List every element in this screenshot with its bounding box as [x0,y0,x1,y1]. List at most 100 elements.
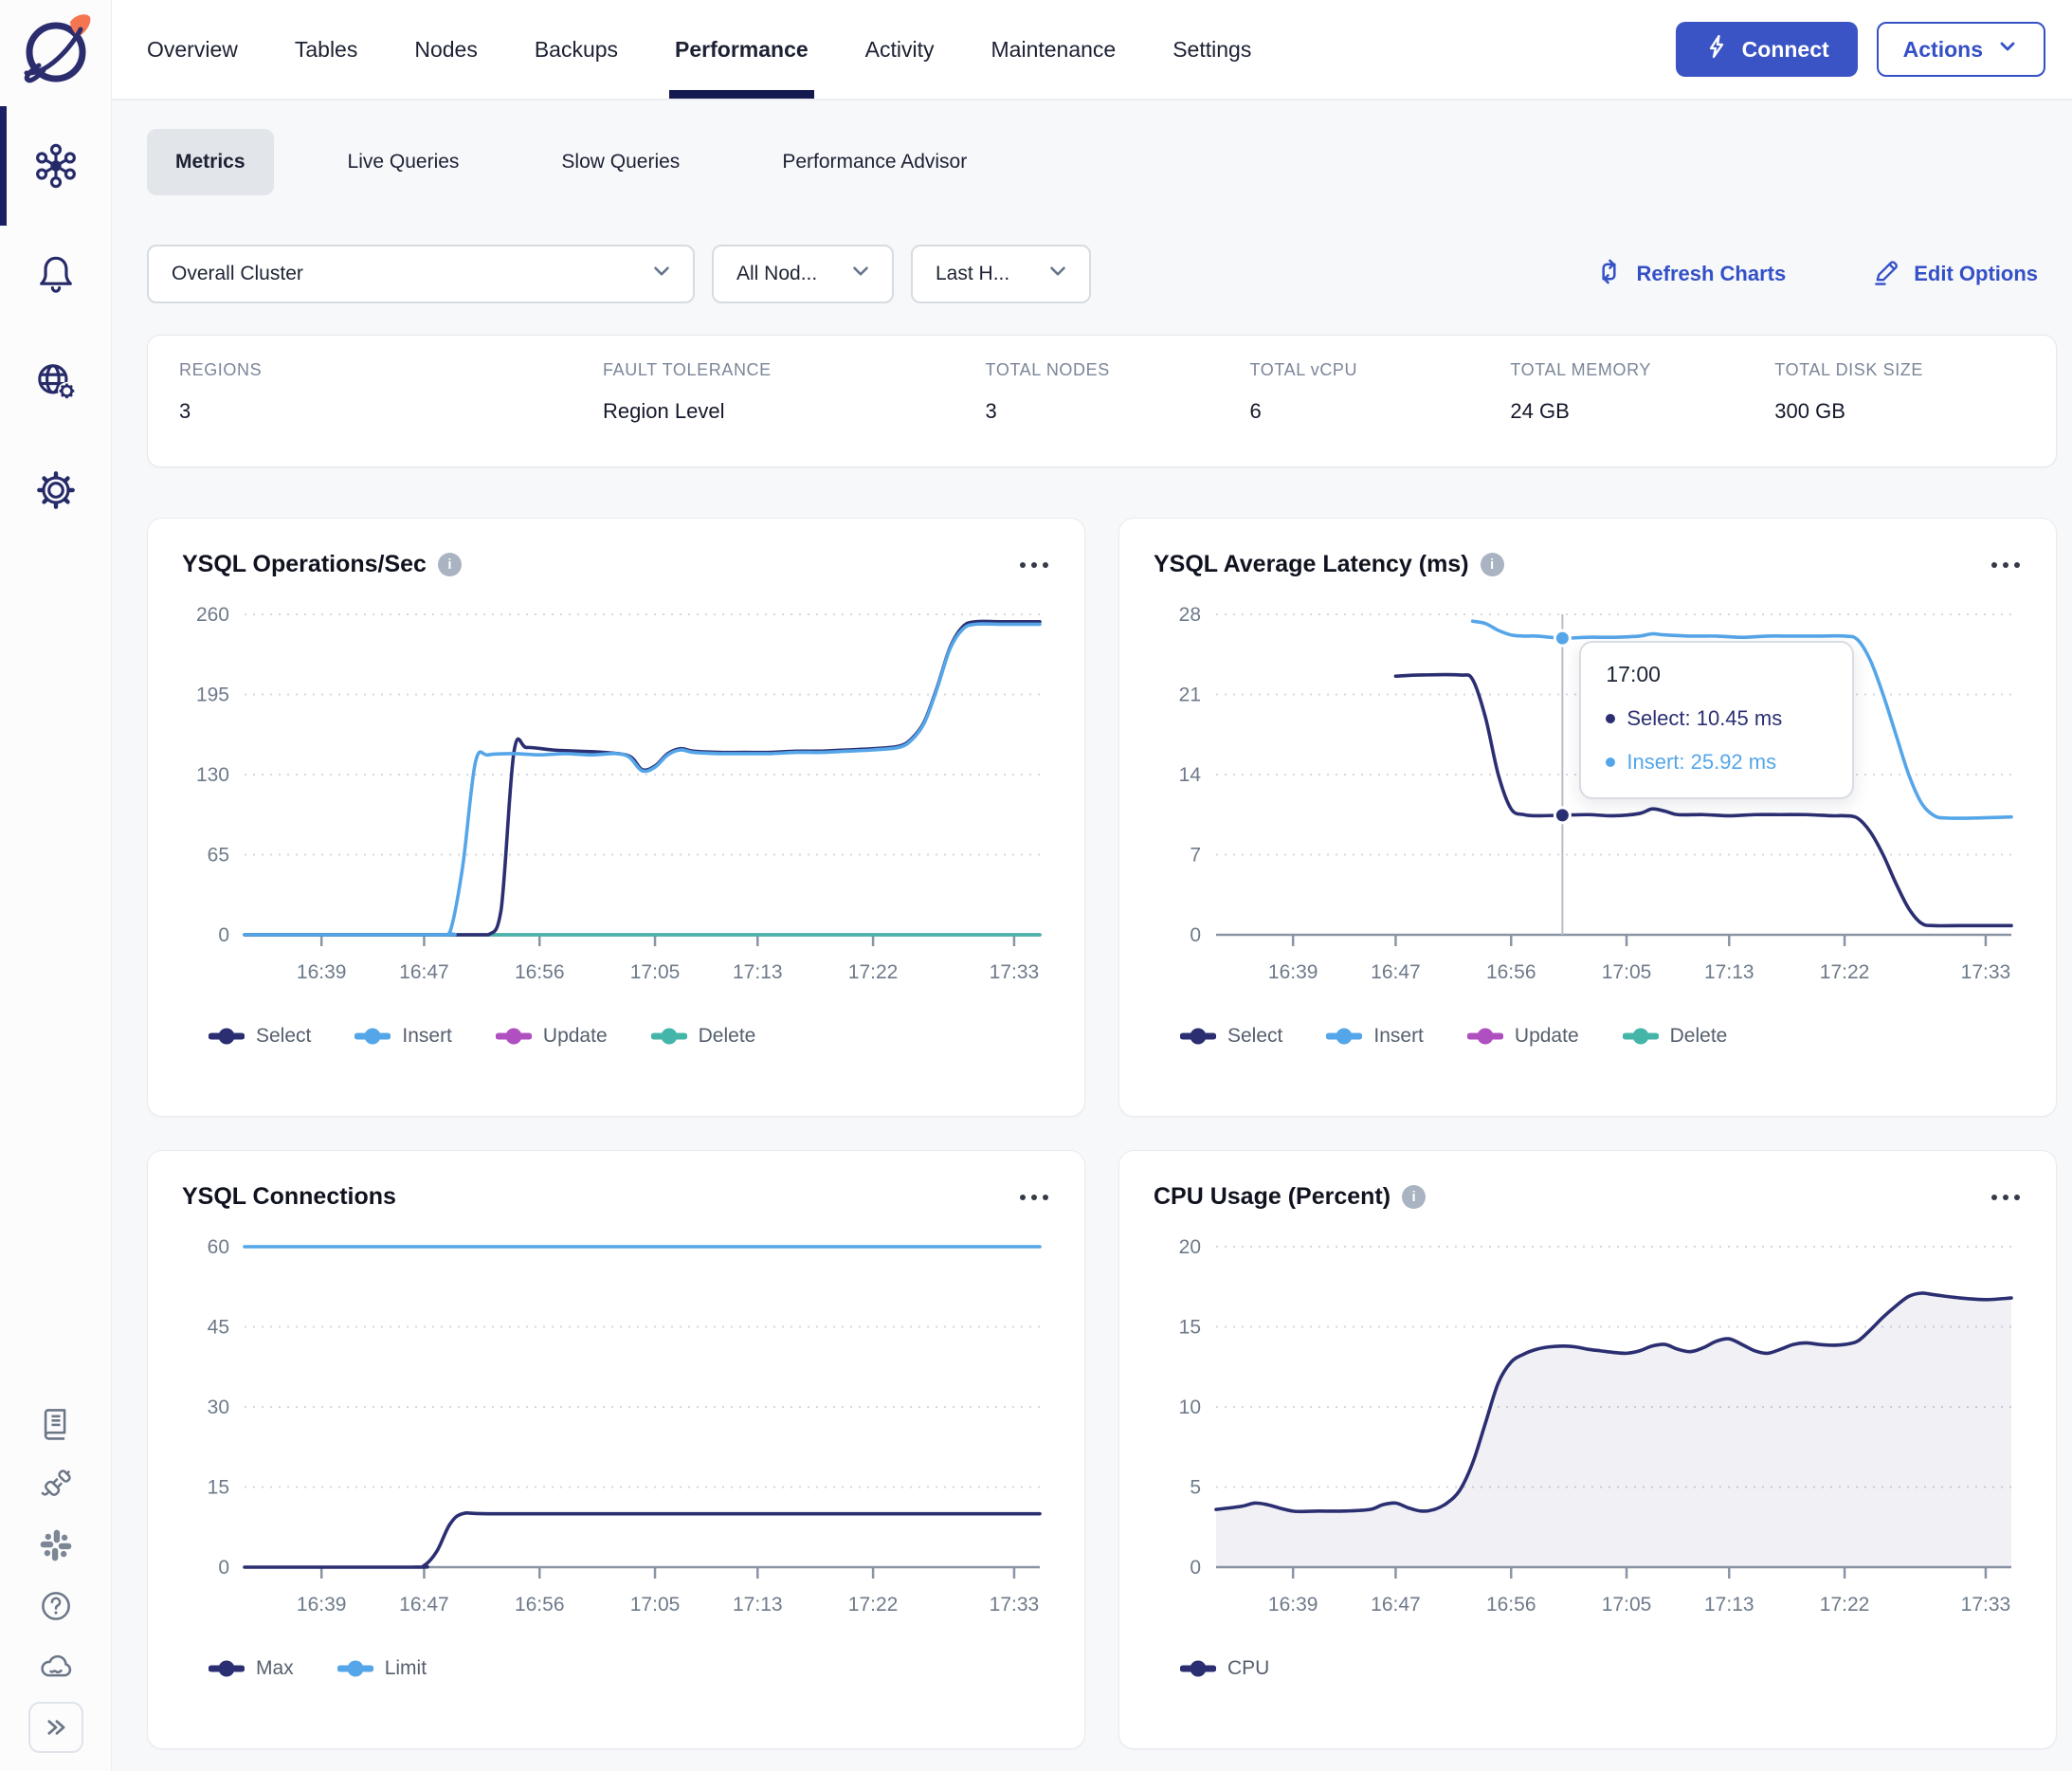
slack-icon [37,1526,75,1564]
legend-label: Insert [1373,1025,1424,1047]
legend-label: Select [1227,1025,1283,1047]
tooltip-row: Insert: 25.92 ms [1606,750,1827,775]
tab-performance[interactable]: Performance [669,0,814,99]
chart-header: YSQL Average Latency (ms) i [1154,551,2022,578]
svg-text:17:13: 17:13 [733,961,783,983]
refresh-charts-link[interactable]: Refresh Charts [1594,257,1786,292]
legend-item-max[interactable]: Max [209,1657,294,1680]
tab-maintenance[interactable]: Maintenance [991,36,1117,62]
legend-item-update[interactable]: Update [495,1025,608,1048]
svg-text:20: 20 [1179,1236,1201,1258]
tooltip-value: Insert: 25.92 ms [1627,750,1777,774]
actions-button[interactable]: Actions [1876,22,2045,77]
svg-text:10: 10 [1179,1397,1201,1418]
sidebar-item-globe-gear[interactable] [0,328,111,436]
info-icon[interactable]: i [1480,553,1504,576]
stat-value: Region Level [603,399,725,423]
time-range-select[interactable]: Last H... [911,245,1091,303]
tooltip-time: 17:00 [1606,662,1661,686]
legend-marker-icon [495,1028,532,1045]
legend-label: Update [1514,1025,1579,1047]
sidebar-item-book[interactable] [0,1394,111,1454]
chart-menu-button[interactable] [1018,1187,1050,1208]
main-area: Overview Tables Nodes Backups Performance Act… [112,0,2072,1749]
expand-box [27,1702,83,1753]
subtab-metrics[interactable]: Metrics [147,129,274,195]
sidebar-item-bell[interactable] [0,220,111,328]
cluster-select[interactable]: Overall Cluster [147,245,695,303]
tab-nodes[interactable]: Nodes [414,36,478,62]
chart-canvas: 0 5 10 15 20 16:39 16:47 16:56 17:05 17:13 17:22 17… [1179,1236,2013,1616]
sidebar-item-slack[interactable] [0,1515,111,1576]
info-icon[interactable]: i [1402,1185,1427,1209]
chart-menu-button[interactable] [1018,555,1050,575]
tab-overview[interactable]: Overview [147,36,238,62]
legend-item-limit[interactable]: Limit [336,1657,427,1680]
edit-options-link[interactable]: Edit Options [1871,257,2038,292]
sidebar-item-expand[interactable] [0,1697,111,1758]
stat-label: TOTAL NODES [985,360,1110,379]
legend-label: Insert [402,1025,452,1047]
svg-text:195: 195 [196,685,229,706]
legend-marker-icon [1326,1028,1363,1045]
subtab-slow-queries[interactable]: Slow Queries [561,151,681,173]
chart-card-cpu-usage-percent: CPU Usage (Percent) i 0 5 10 15 20 16:39 16:47 16… [1118,1150,2057,1749]
chart-title: CPU Usage (Percent) [1154,1183,1391,1210]
legend-item-update[interactable]: Update [1466,1025,1579,1048]
chart-menu-button[interactable] [1990,1187,2022,1208]
chart-canvas: 0 15 30 45 60 16:39 16:47 16:56 17:05 17:13 17:22 1… [208,1236,1042,1616]
subtab-live-queries[interactable]: Live Queries [347,151,460,173]
svg-text:60: 60 [208,1236,229,1258]
legend-marker-icon [1466,1028,1503,1045]
yugabyte-logo-icon[interactable] [14,8,98,91]
chart-plot: 0 5 10 15 20 16:39 16:47 16:56 17:05 17:13 17:22 17… [1154,1233,2022,1648]
sidebar-item-cloud[interactable] [0,1636,111,1697]
chart-header: YSQL Connections [182,1183,1050,1211]
chart-plot: 0 65 130 195 260 16:39 16:47 16:56 17:05 17:13 17:… [182,601,1050,1015]
legend-item-delete[interactable]: Delete [650,1025,755,1048]
stat-fault-tolerance: FAULT TOLERANCE Region Level [603,360,986,466]
tab-settings[interactable]: Settings [1172,36,1252,62]
svg-text:17:22: 17:22 [1820,1594,1870,1616]
svg-text:16:47: 16:47 [1371,961,1421,983]
legend-item-insert[interactable]: Insert [1326,1025,1424,1048]
stat-value: 24 GB [1510,399,1570,423]
legend-item-delete[interactable]: Delete [1622,1025,1728,1048]
sidebar-item-help[interactable] [0,1576,111,1636]
svg-text:17:05: 17:05 [1602,961,1652,983]
stat-label: TOTAL DISK SIZE [1774,360,1923,379]
cluster-select-value: Overall Cluster [172,263,303,284]
nodes-select[interactable]: All Nod... [712,245,894,303]
connect-label: Connect [1741,36,1829,62]
tab-activity[interactable]: Activity [864,36,935,62]
chart-canvas: 0 65 130 195 260 16:39 16:47 16:56 17:05 17:13 17:… [196,604,1042,983]
chart-card-ysql-operations-sec: YSQL Operations/Sec i 0 65 130 195 260 16:39 16:… [147,518,1085,1117]
legend-marker-icon [1180,1660,1216,1677]
legend-marker-icon [209,1660,245,1677]
legend-item-insert[interactable]: Insert [354,1025,452,1048]
legend-marker-icon [209,1028,245,1045]
tooltip-row: Select: 10.45 ms [1606,706,1827,731]
chart-menu-button[interactable] [1990,555,2022,575]
info-icon[interactable]: i [437,553,462,576]
chevron-down-icon [1045,259,1070,289]
tab-backups[interactable]: Backups [534,36,619,62]
chart-title: YSQL Connections [182,1183,396,1210]
sidebar-item-cluster[interactable] [0,106,111,226]
sidebar-item-gear[interactable] [0,436,111,544]
svg-text:16:47: 16:47 [399,1594,449,1616]
svg-text:17:33: 17:33 [990,1594,1040,1616]
stat-label: FAULT TOLERANCE [603,360,772,379]
legend-label: Delete [1669,1025,1728,1047]
stat-total-nodes: TOTAL NODES 3 [986,360,1250,466]
legend-item-select[interactable]: Select [1180,1025,1282,1048]
tab-tables[interactable]: Tables [294,36,358,62]
subtab-performance-advisor[interactable]: Performance Advisor [782,151,968,173]
legend-item-cpu[interactable]: CPU [1180,1657,1269,1680]
sidebar-footer [0,1394,111,1758]
connect-button[interactable]: Connect [1675,22,1858,77]
chart-tooltip: 17:00 Select: 10.45 ms Insert: 25.92 ms [1579,641,1855,799]
sidebar-item-plug[interactable] [0,1454,111,1515]
legend-item-select[interactable]: Select [209,1025,311,1048]
legend-label: Update [542,1025,608,1047]
